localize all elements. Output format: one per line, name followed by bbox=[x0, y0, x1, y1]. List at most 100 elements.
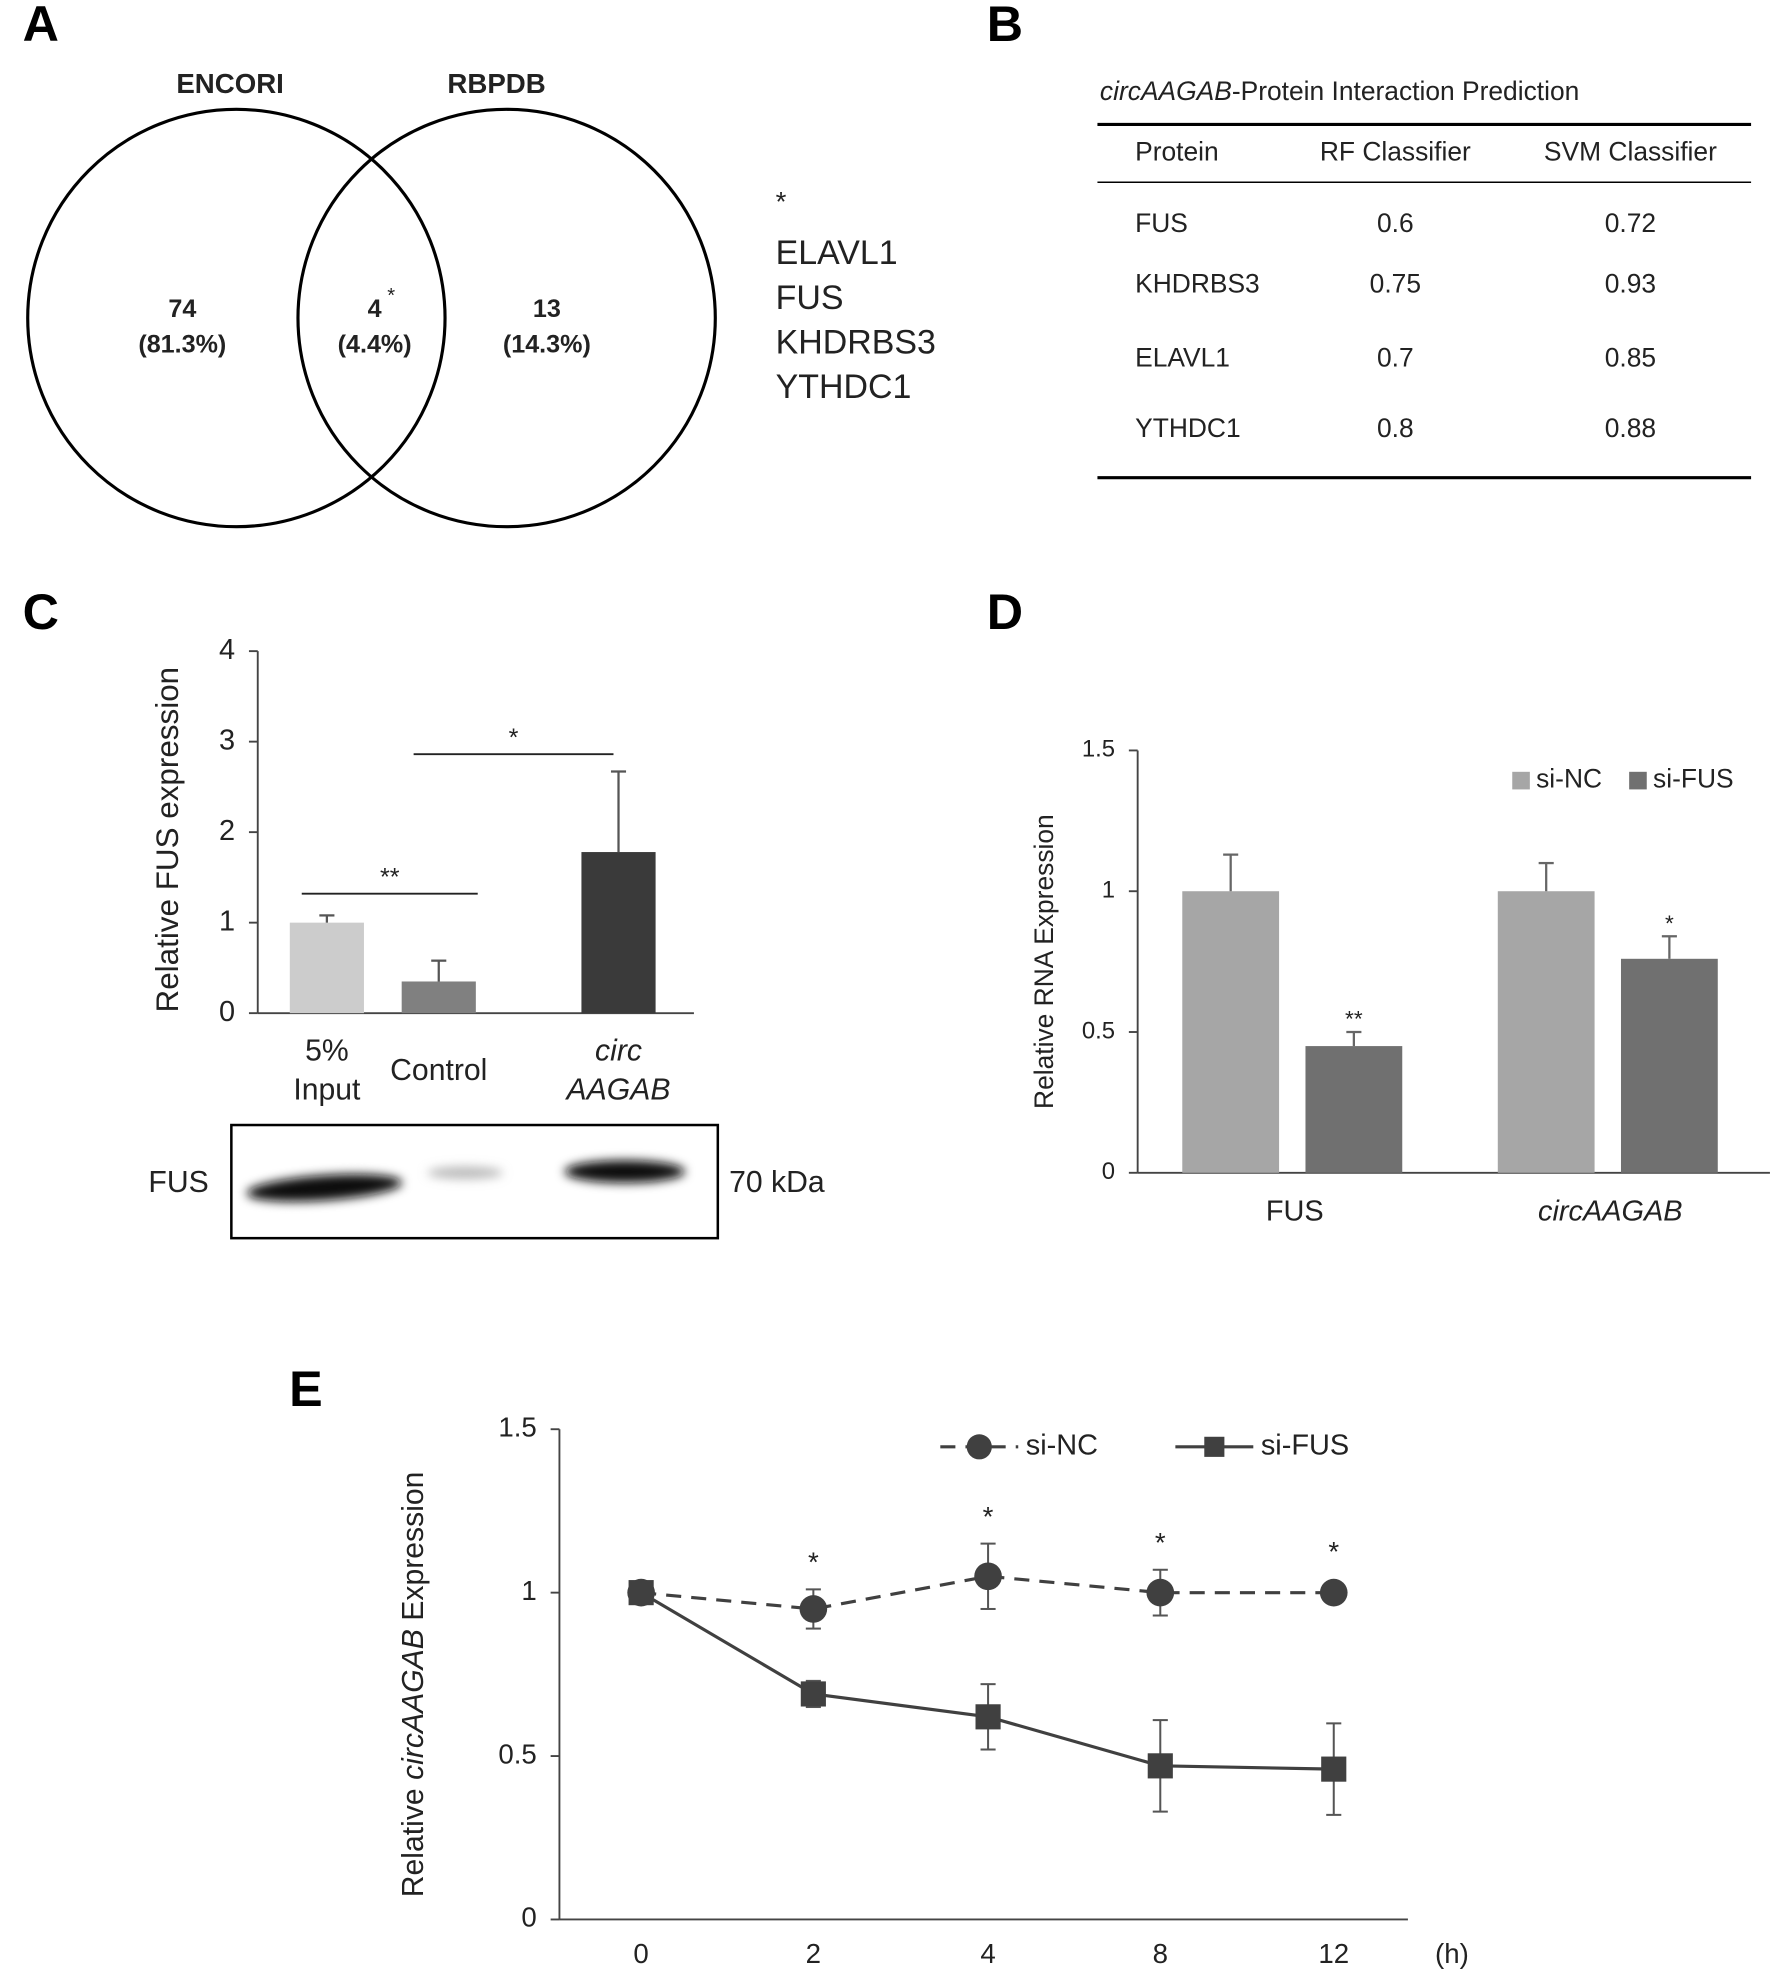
bar bbox=[401, 981, 476, 1014]
point bbox=[1147, 1753, 1173, 1779]
point bbox=[800, 1681, 826, 1707]
x-tick-label: Control bbox=[390, 1054, 487, 1087]
x-tick-label: FUS bbox=[1266, 1196, 1324, 1228]
x-axis-title: (h) bbox=[1435, 1938, 1469, 1969]
significance-label: * bbox=[983, 1501, 994, 1532]
title-part: -Protein Interaction Prediction bbox=[1232, 76, 1579, 106]
overlap-member: YTHDC1 bbox=[776, 368, 912, 406]
title-part: circAAGAB bbox=[397, 1629, 430, 1780]
significance-label: ** bbox=[1345, 1007, 1363, 1032]
table-cell: KHDRBS3 bbox=[1135, 268, 1260, 298]
error-bar bbox=[1661, 935, 1677, 959]
blot-band bbox=[564, 1160, 686, 1183]
legend-swatch bbox=[1512, 771, 1530, 790]
panel-label: D bbox=[987, 583, 1023, 640]
panel-label: E bbox=[289, 1360, 323, 1417]
region-count: 13 bbox=[533, 295, 561, 323]
point bbox=[1146, 1578, 1175, 1607]
blot-size: 70 kDa bbox=[729, 1166, 825, 1199]
error-bar bbox=[610, 770, 627, 853]
region-share: (14.3%) bbox=[503, 330, 591, 358]
legend-swatch bbox=[1629, 771, 1647, 790]
title-part: Expression bbox=[397, 1472, 430, 1630]
point bbox=[1321, 1756, 1347, 1782]
point bbox=[1204, 1436, 1225, 1457]
title-part: Relative bbox=[397, 1780, 430, 1897]
y-tick-label: 0 bbox=[521, 1902, 536, 1933]
y-tick-label: 1.5 bbox=[498, 1412, 536, 1443]
blot-label: FUS bbox=[148, 1166, 208, 1199]
y-axis-title: Relative FUS expression bbox=[150, 667, 185, 1013]
significance-label: * bbox=[1665, 911, 1674, 936]
table-cell: 0.72 bbox=[1605, 208, 1656, 238]
error-bar bbox=[431, 959, 447, 982]
error-bar bbox=[1223, 853, 1239, 892]
blot-band bbox=[246, 1174, 403, 1202]
y-tick-label: 2 bbox=[219, 815, 235, 847]
table-cell: 0.93 bbox=[1605, 268, 1656, 298]
venn-circle bbox=[296, 107, 717, 529]
column-header: RF Classifier bbox=[1320, 136, 1471, 166]
point bbox=[628, 1580, 654, 1606]
error-bar bbox=[1538, 861, 1554, 892]
significance-label: * bbox=[1328, 1536, 1339, 1567]
y-tick-label: 0.5 bbox=[1082, 1017, 1115, 1044]
bar bbox=[1305, 1046, 1403, 1173]
column-header: SVM Classifier bbox=[1544, 136, 1717, 166]
region-share: (4.4%) bbox=[338, 330, 412, 358]
set-label: ENCORI bbox=[176, 68, 283, 99]
set-label: RBPDB bbox=[447, 68, 545, 99]
table-cell: ELAVL1 bbox=[1135, 342, 1230, 372]
significance-label: ** bbox=[380, 863, 400, 891]
legend-label: si-FUS bbox=[1653, 764, 1734, 794]
region-share: (81.3%) bbox=[138, 330, 226, 358]
overlap-member: ELAVL1 bbox=[776, 234, 898, 272]
panel-label: B bbox=[987, 0, 1023, 52]
significance-label: * bbox=[509, 724, 519, 752]
venn-circle bbox=[26, 107, 447, 529]
table-cell: 0.85 bbox=[1605, 342, 1656, 372]
point bbox=[975, 1704, 1001, 1730]
table-cell: YTHDC1 bbox=[1135, 413, 1241, 443]
y-tick-label: 1 bbox=[219, 905, 235, 937]
y-tick-label: 1 bbox=[521, 1575, 536, 1606]
error-bar bbox=[319, 914, 335, 923]
table-cell: 0.75 bbox=[1370, 268, 1421, 298]
bar bbox=[581, 852, 656, 1014]
legend-label: si-NC bbox=[1536, 764, 1602, 794]
point bbox=[799, 1595, 828, 1623]
legend-label: si-FUS bbox=[1261, 1429, 1349, 1461]
table-title: circAAGAB-Protein Interaction Prediction bbox=[1100, 76, 1579, 106]
region-count: 4 bbox=[368, 295, 382, 323]
bar bbox=[289, 922, 364, 1014]
table-cell: 0.6 bbox=[1377, 208, 1414, 238]
table-cell: 0.7 bbox=[1377, 342, 1414, 372]
significance-label: * bbox=[808, 1547, 819, 1578]
table-cell: 0.88 bbox=[1605, 413, 1656, 443]
x-tick-label: 0 bbox=[633, 1938, 648, 1969]
title-part: circAAGAB bbox=[1100, 76, 1232, 106]
y-tick-label: 4 bbox=[219, 634, 235, 666]
legend-label: si-NC bbox=[1026, 1429, 1098, 1461]
y-tick-label: 3 bbox=[219, 724, 235, 756]
x-tick-label: circAAGAB bbox=[1538, 1196, 1683, 1228]
x-tick-label: Input bbox=[293, 1074, 361, 1107]
point bbox=[974, 1562, 1002, 1591]
series-line bbox=[640, 1574, 1334, 1611]
x-tick-label: 2 bbox=[806, 1938, 821, 1969]
table-cell: FUS bbox=[1135, 208, 1188, 238]
panel-label: A bbox=[23, 0, 59, 52]
bar bbox=[1182, 891, 1280, 1173]
x-tick-label: 5% bbox=[305, 1035, 349, 1068]
x-tick-label: 4 bbox=[980, 1938, 995, 1969]
y-tick-label: 0 bbox=[219, 996, 235, 1028]
overlap-member: KHDRBS3 bbox=[776, 323, 936, 361]
y-axis-title: Relative circAAGAB Expression bbox=[397, 1472, 430, 1898]
y-axis-title: Relative RNA Expression bbox=[1029, 814, 1059, 1109]
y-tick-label: 0 bbox=[1102, 1158, 1115, 1185]
column-header: Protein bbox=[1135, 136, 1219, 166]
point bbox=[966, 1434, 992, 1460]
overlap-mark: * bbox=[387, 285, 395, 307]
